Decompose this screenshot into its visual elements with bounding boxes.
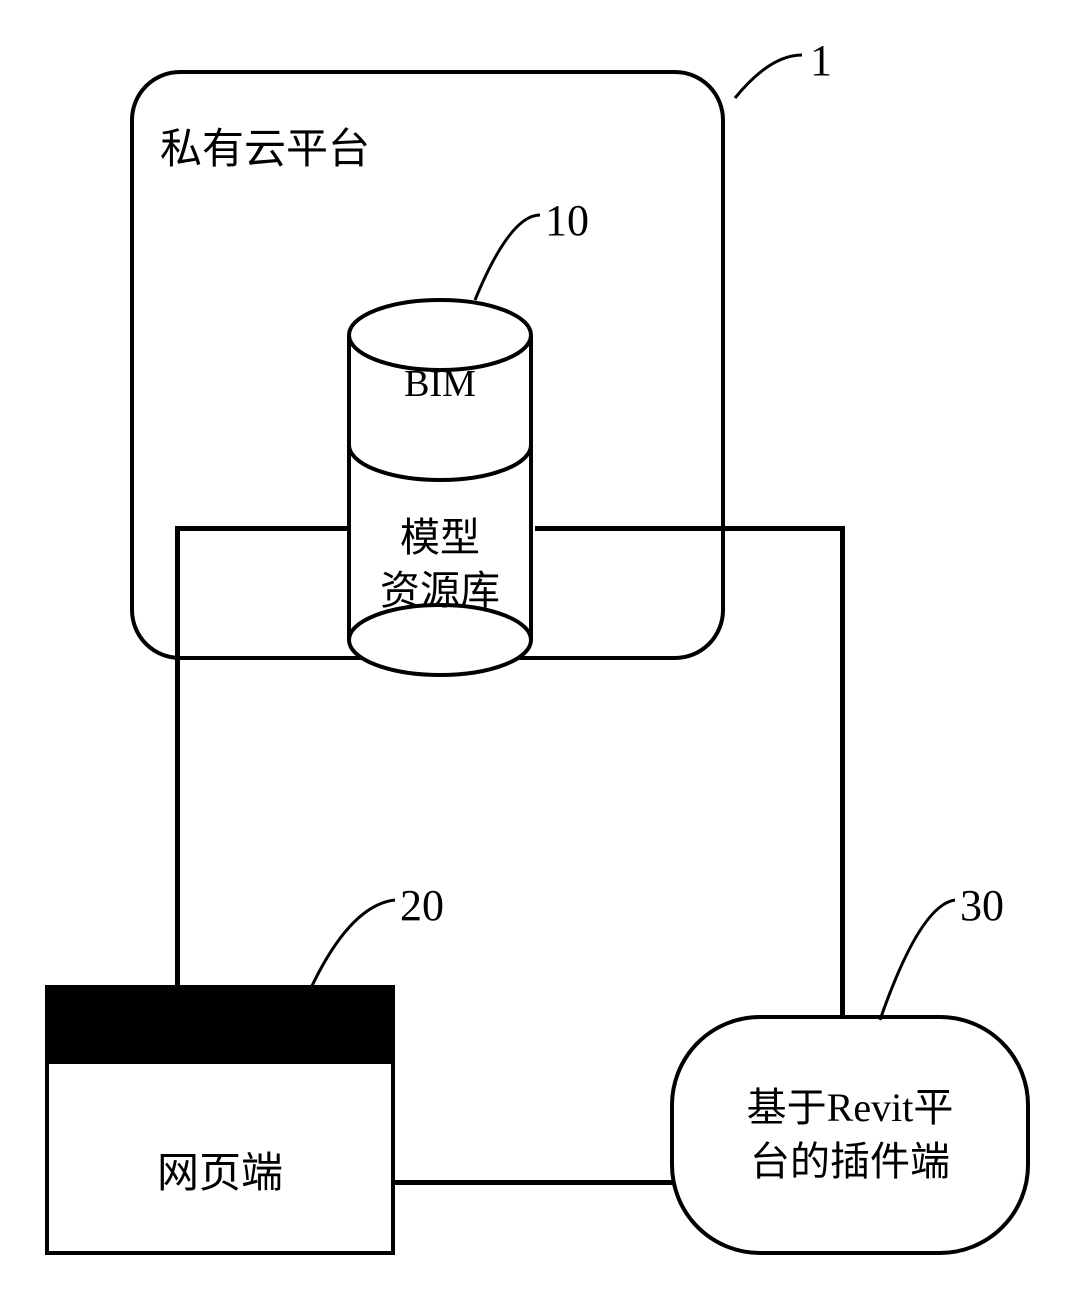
database-mid-label-2: 资源库 [345, 558, 535, 616]
database-top-label: BIM [345, 362, 535, 406]
web-client-header [49, 989, 391, 1064]
conn-web-plugin [395, 1180, 673, 1185]
web-client-label: 网页端 [49, 1139, 391, 1200]
web-client-box: 网页端 [45, 985, 395, 1255]
cloud-platform-title: 私有云平台 [160, 115, 370, 176]
plugin-label-line2: 台的插件端 [750, 1139, 950, 1184]
plugin-client-label: 基于Revit平 台的插件端 [747, 1081, 954, 1189]
database-mid-label-1: 模型 [345, 505, 535, 563]
plugin-label-line1: 基于Revit平 [747, 1085, 954, 1130]
conn-db-left-v [175, 526, 180, 988]
database-cylinder [345, 280, 535, 680]
conn-db-right-h [535, 526, 845, 531]
ref-number-1: 1 [810, 35, 832, 86]
conn-db-left-h [175, 526, 347, 531]
ref-number-30: 30 [960, 880, 1004, 931]
conn-db-right-v [840, 526, 845, 1018]
plugin-client-box: 基于Revit平 台的插件端 [670, 1015, 1030, 1255]
ref-number-10: 10 [545, 195, 589, 246]
ref-number-20: 20 [400, 880, 444, 931]
